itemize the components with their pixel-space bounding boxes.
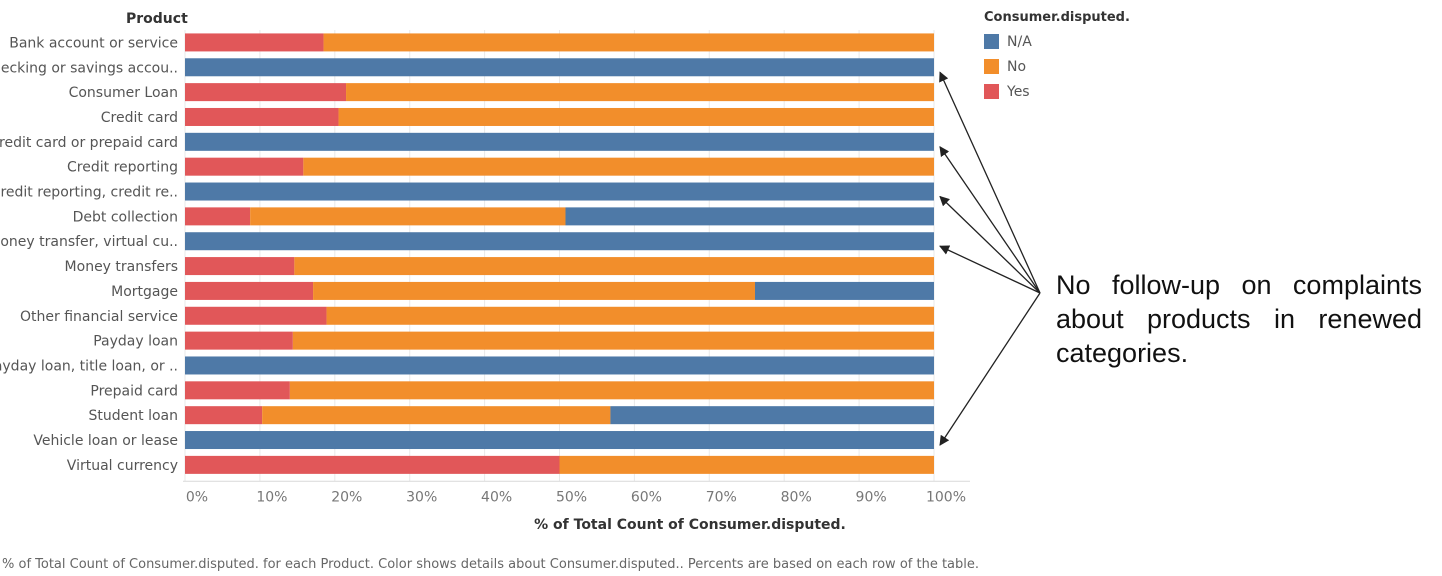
bar-segment-na[interactable] xyxy=(185,431,934,450)
category-label: Prepaid card xyxy=(90,383,178,399)
bar-segment-yes[interactable] xyxy=(185,157,304,176)
legend-swatch-yes xyxy=(984,84,999,99)
x-tick-label: 90% xyxy=(856,489,887,505)
stacked-bar-chart: Bank account or service Checking or savin… xyxy=(0,30,970,505)
bar-segment-na[interactable] xyxy=(185,58,934,77)
category-label: Money transfer, virtual cu.. xyxy=(0,234,178,250)
category-label: Debt collection xyxy=(73,209,178,225)
footer-caption: % of Total Count of Consumer.disputed. f… xyxy=(2,557,980,572)
x-tick-label: 70% xyxy=(706,489,737,505)
bar-segment-no[interactable] xyxy=(346,83,934,102)
bar-segment-na[interactable] xyxy=(185,182,934,201)
bar-segment-yes[interactable] xyxy=(185,257,295,276)
legend-item-no[interactable]: No xyxy=(984,54,1130,79)
category-label: Credit card or prepaid card xyxy=(0,135,178,151)
bar-segment-na[interactable] xyxy=(565,207,934,226)
category-label: Consumer Loan xyxy=(69,85,178,101)
category-label: Money transfers xyxy=(65,259,178,275)
category-label: Checking or savings accou.. xyxy=(0,60,178,76)
bar-segment-no[interactable] xyxy=(313,281,755,300)
bar-segment-na[interactable] xyxy=(185,356,934,375)
category-label: Credit reporting, credit re.. xyxy=(0,185,178,201)
bar-segment-na[interactable] xyxy=(185,232,934,251)
bar-segment-yes[interactable] xyxy=(185,281,314,300)
bar-segment-yes[interactable] xyxy=(185,83,347,102)
x-tick-label: 80% xyxy=(781,489,812,505)
x-tick-label: 60% xyxy=(631,489,662,505)
x-tick-labels: 0% 10% 20% 30% 40% 50% 60% 70% 80% 90% 100% xyxy=(186,489,966,505)
category-label: Credit reporting xyxy=(67,160,178,176)
category-label: Bank account or service xyxy=(9,35,178,51)
bar-segment-yes[interactable] xyxy=(185,331,293,350)
legend-title: Consumer.disputed. xyxy=(984,10,1130,25)
grid-lines xyxy=(183,30,970,482)
bar-segment-yes[interactable] xyxy=(185,33,324,52)
legend-label-yes: Yes xyxy=(1007,83,1030,100)
bar-segment-no[interactable] xyxy=(292,331,935,350)
bar-segment-yes[interactable] xyxy=(185,406,263,425)
category-label: Payday loan xyxy=(93,334,178,350)
bar-segment-yes[interactable] xyxy=(185,207,251,226)
bar-segment-no[interactable] xyxy=(303,157,934,176)
bar-segment-yes[interactable] xyxy=(185,455,560,474)
bar-segment-na[interactable] xyxy=(610,406,934,425)
x-tick-label: 50% xyxy=(556,489,587,505)
row-header-product: Product xyxy=(126,11,188,27)
x-axis-title: % of Total Count of Consumer.disputed. xyxy=(534,517,846,533)
category-labels: Bank account or service Checking or savin… xyxy=(0,35,178,473)
x-tick-label: 100% xyxy=(926,489,966,505)
bar-segment-yes[interactable] xyxy=(185,107,339,126)
bar-segment-na[interactable] xyxy=(185,132,934,151)
x-tick-label: 10% xyxy=(256,489,287,505)
bar-segment-yes[interactable] xyxy=(185,306,327,325)
category-label: Other financial service xyxy=(20,309,178,325)
legend-item-yes[interactable]: Yes xyxy=(984,79,1130,104)
bar-segment-no[interactable] xyxy=(559,455,935,474)
legend-label-no: No xyxy=(1007,58,1027,75)
bar-segment-no[interactable] xyxy=(338,107,934,126)
bar-segment-yes[interactable] xyxy=(185,381,290,400)
category-label: Mortgage xyxy=(111,284,178,300)
x-tick-label: 20% xyxy=(331,489,362,505)
category-label: Credit card xyxy=(101,110,178,126)
legend: Consumer.disputed. N/A No Yes xyxy=(984,10,1130,104)
legend-swatch-na xyxy=(984,34,999,49)
bar-segment-no[interactable] xyxy=(294,257,934,276)
bar-segment-no[interactable] xyxy=(250,207,566,226)
legend-swatch-no xyxy=(984,59,999,74)
category-label: Payday loan, title loan, or .. xyxy=(0,358,178,374)
category-label: Student loan xyxy=(89,408,178,424)
x-tick-label: 0% xyxy=(186,489,208,505)
category-label: Vehicle loan or lease xyxy=(33,433,178,449)
legend-label-na: N/A xyxy=(1007,33,1032,50)
legend-item-na[interactable]: N/A xyxy=(984,29,1130,54)
bar-segment-no[interactable] xyxy=(323,33,934,52)
bars xyxy=(185,33,935,474)
bar-segment-no[interactable] xyxy=(262,406,611,425)
annotation-text: No follow-up on complaints about product… xyxy=(1056,270,1422,368)
x-tick-label: 30% xyxy=(406,489,437,505)
bar-segment-na[interactable] xyxy=(754,281,934,300)
bar-segment-no[interactable] xyxy=(289,381,934,400)
bar-segment-no[interactable] xyxy=(326,306,934,325)
category-label: Virtual currency xyxy=(67,458,178,474)
x-tick-label: 40% xyxy=(481,489,512,505)
